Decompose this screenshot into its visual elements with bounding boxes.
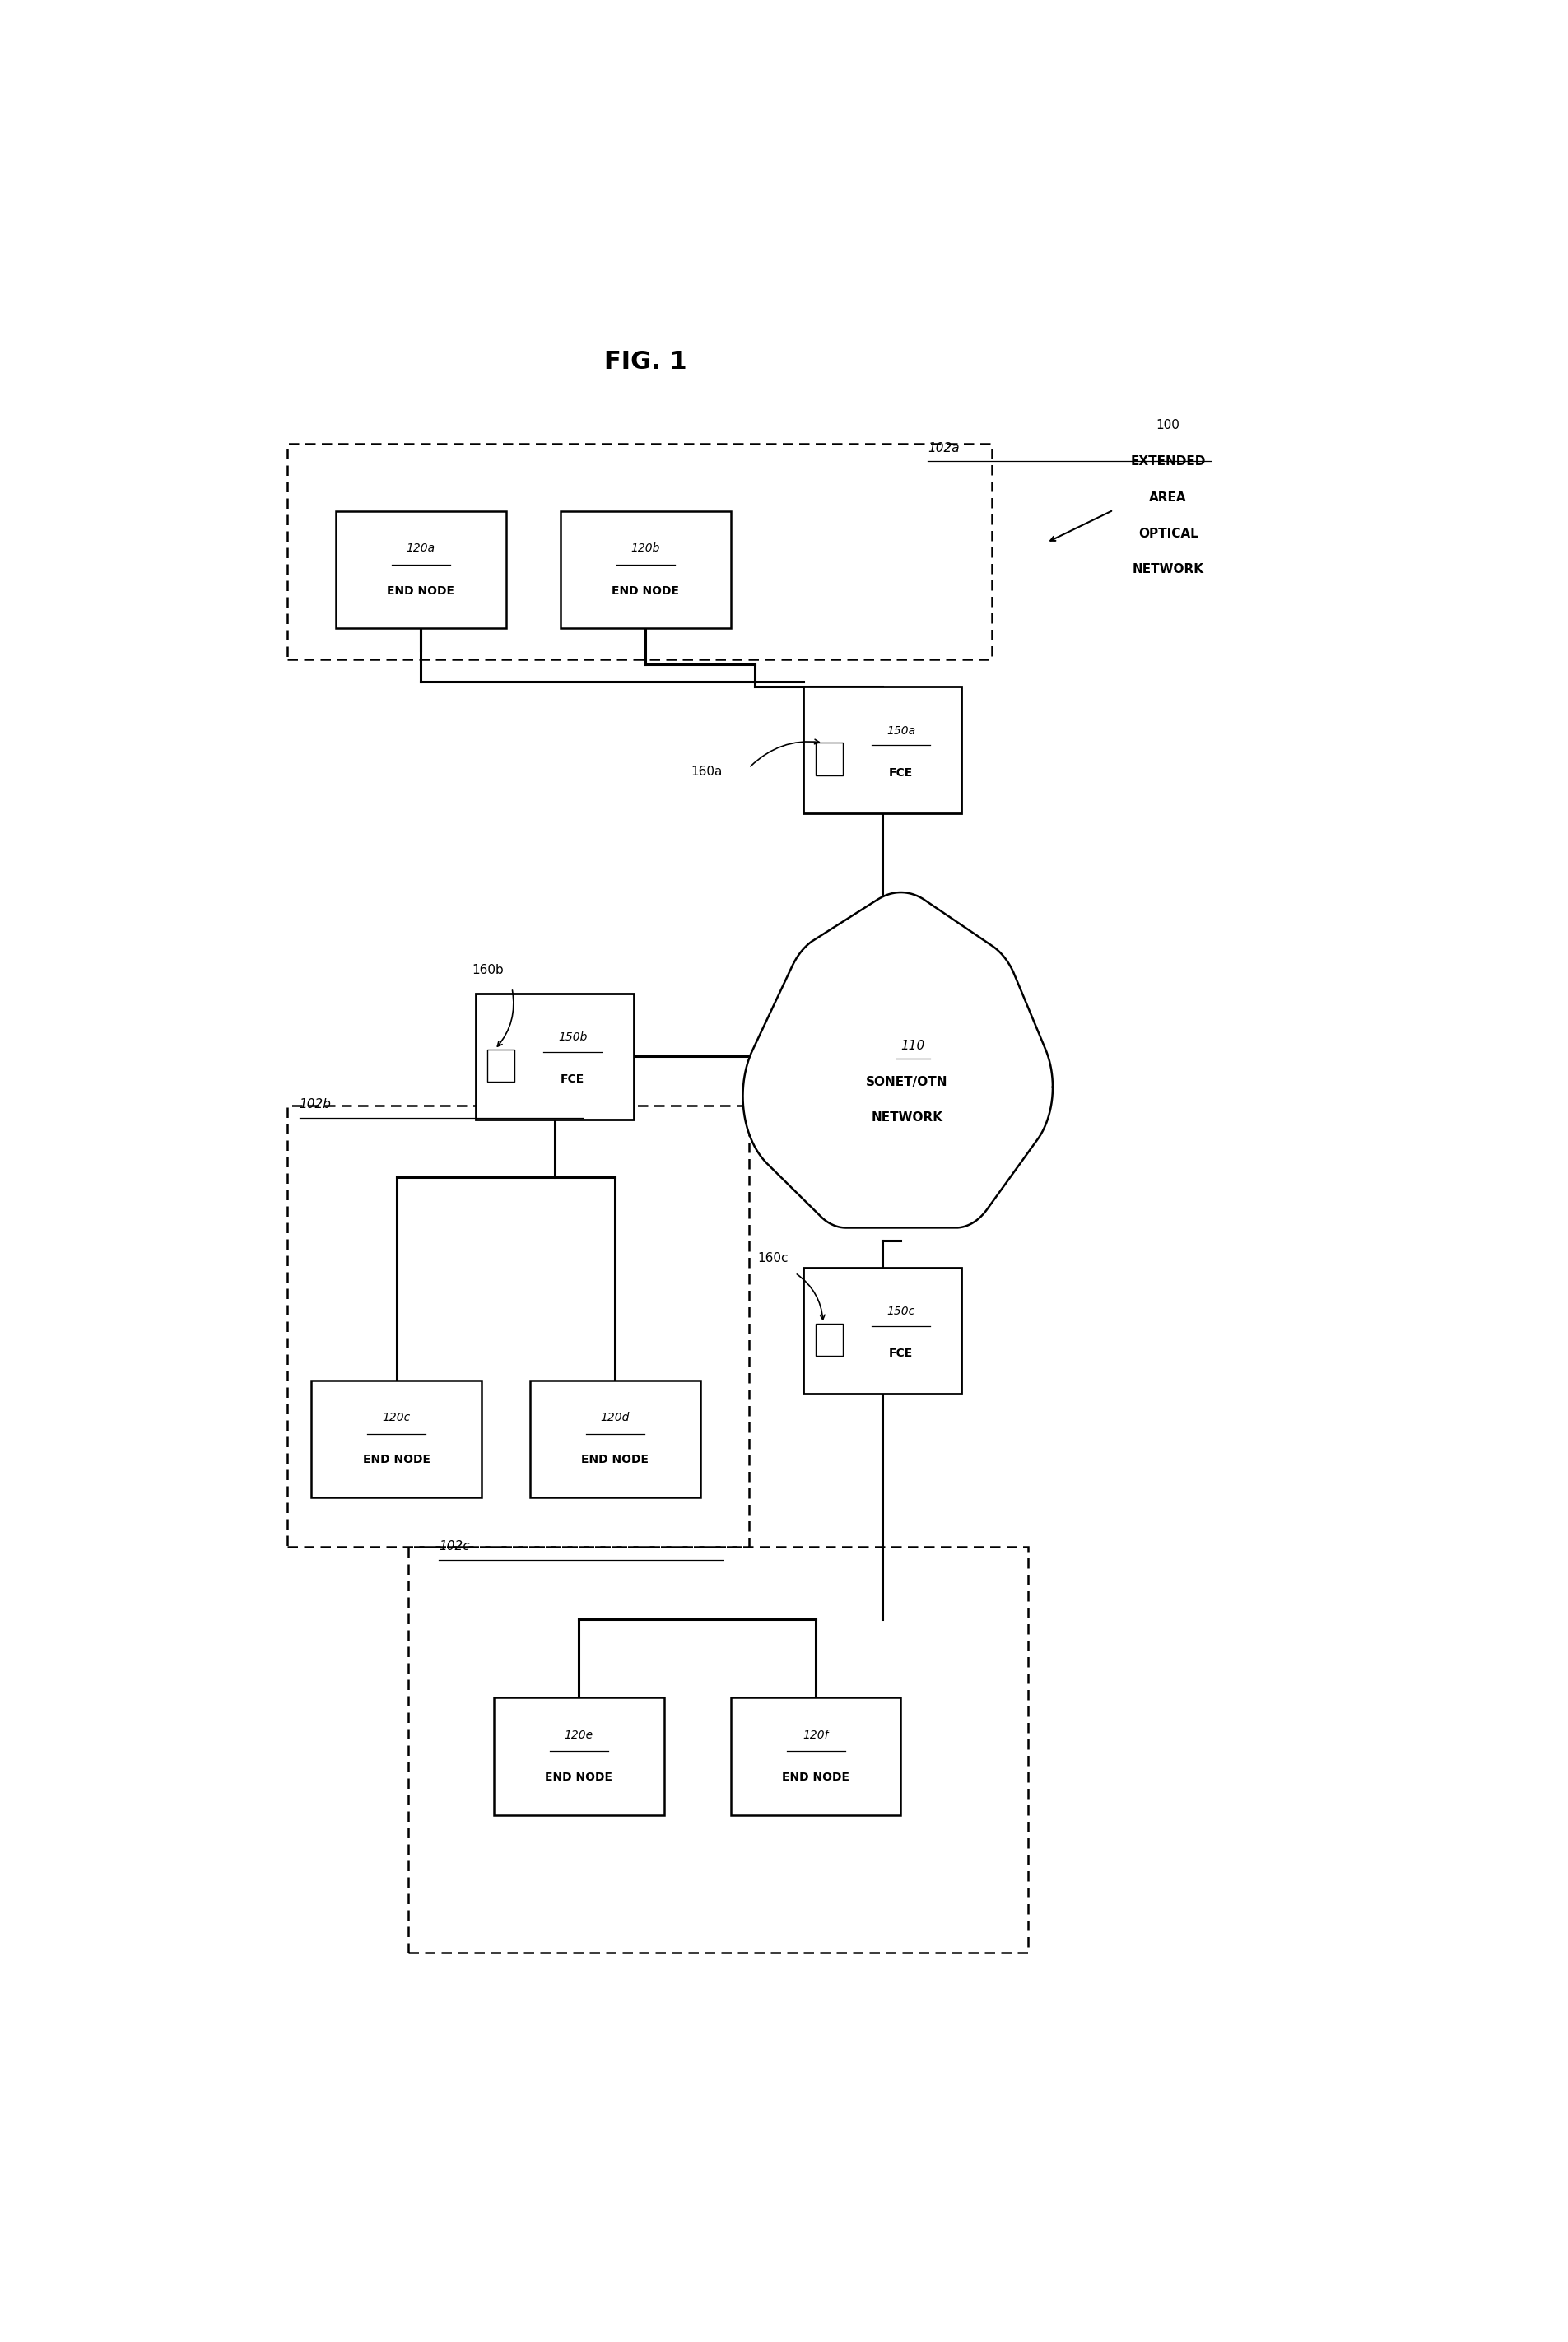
Text: END NODE: END NODE [546, 1771, 613, 1782]
Bar [494, 1698, 663, 1815]
Text: END NODE: END NODE [387, 586, 455, 597]
Text: FCE: FCE [561, 1073, 585, 1084]
Text: EXTENDED: EXTENDED [1131, 454, 1206, 468]
Text: SONET/OTN: SONET/OTN [866, 1075, 947, 1089]
Bar [815, 742, 842, 775]
Circle shape [920, 939, 1022, 1091]
Text: END NODE: END NODE [612, 586, 679, 597]
Text: 150b: 150b [558, 1033, 588, 1042]
Bar [803, 1267, 961, 1393]
Bar [815, 1323, 842, 1356]
Text: 120c: 120c [383, 1412, 411, 1424]
Text: FCE: FCE [889, 1347, 913, 1358]
Text: 160b: 160b [472, 965, 503, 977]
Text: 102c: 102c [439, 1541, 470, 1553]
Text: 120f: 120f [803, 1728, 829, 1740]
Circle shape [743, 1014, 853, 1178]
Circle shape [800, 1091, 892, 1227]
Text: 160c: 160c [757, 1253, 789, 1265]
Bar [409, 1548, 1029, 1953]
Text: AREA: AREA [1149, 492, 1187, 504]
Circle shape [909, 1091, 1002, 1227]
Bar [530, 1379, 701, 1497]
Text: OPTICAL: OPTICAL [1138, 527, 1198, 539]
Circle shape [955, 1014, 1052, 1159]
Text: END NODE: END NODE [782, 1771, 850, 1782]
Polygon shape [743, 892, 1052, 1227]
Bar [475, 993, 633, 1119]
Text: 160a: 160a [690, 766, 723, 778]
Bar [731, 1698, 900, 1815]
Bar [336, 511, 506, 628]
Bar [803, 686, 961, 813]
Bar [560, 511, 731, 628]
Text: FCE: FCE [889, 766, 913, 778]
Text: 120b: 120b [630, 543, 660, 555]
Text: 110: 110 [902, 1040, 925, 1052]
Text: 120d: 120d [601, 1412, 630, 1424]
Text: 120e: 120e [564, 1728, 593, 1740]
Text: 102a: 102a [928, 443, 960, 454]
Text: NETWORK: NETWORK [872, 1112, 942, 1124]
Bar [287, 1105, 750, 1548]
Circle shape [842, 892, 960, 1066]
Text: END NODE: END NODE [362, 1454, 430, 1466]
Text: 102b: 102b [299, 1098, 331, 1110]
Text: NETWORK: NETWORK [1132, 564, 1204, 576]
Circle shape [782, 934, 884, 1084]
Text: 150c: 150c [887, 1307, 914, 1319]
Text: 150a: 150a [886, 726, 916, 738]
Text: 100: 100 [1156, 419, 1181, 431]
Bar [488, 1049, 514, 1082]
Bar [287, 443, 993, 660]
Text: FIG. 1: FIG. 1 [604, 351, 687, 375]
Text: END NODE: END NODE [582, 1454, 649, 1466]
Bar [312, 1379, 481, 1497]
Text: 120a: 120a [406, 543, 436, 555]
